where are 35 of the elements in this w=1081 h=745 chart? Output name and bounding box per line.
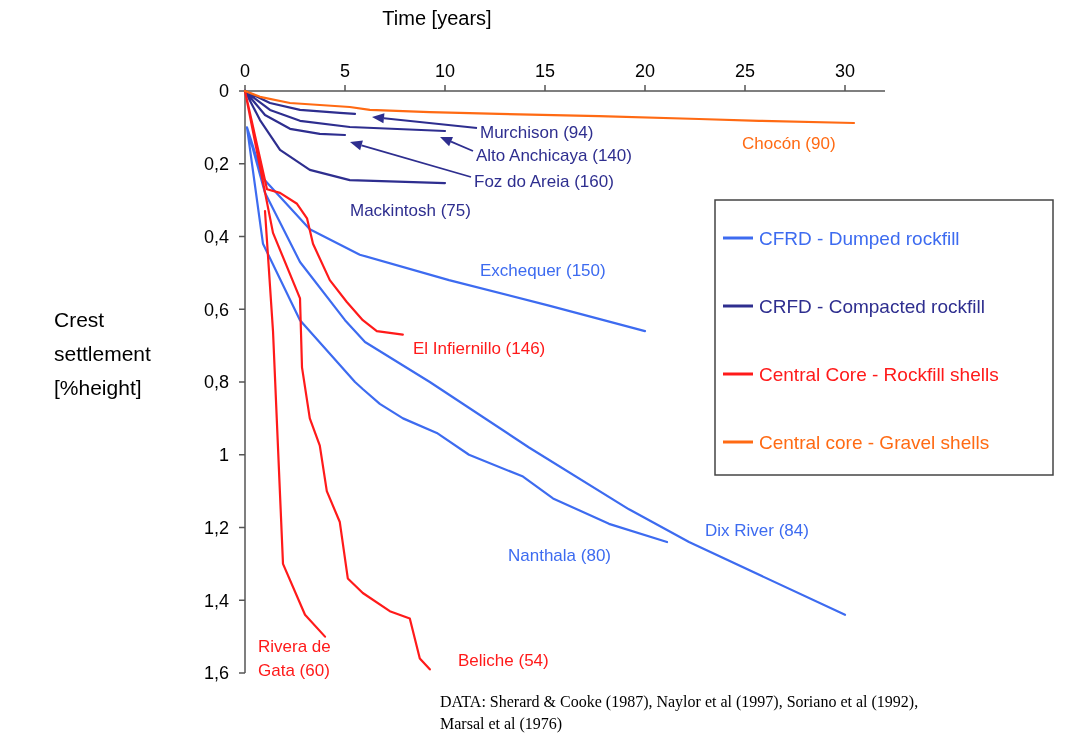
x-tick-label: 5 bbox=[339, 61, 351, 81]
y-tick-label: 0,6 bbox=[203, 299, 229, 320]
annotation: Dix River (84) bbox=[705, 520, 809, 540]
legend-label: CRFD - Compacted rockfill bbox=[759, 295, 985, 317]
y-tick-label: 0 bbox=[218, 81, 229, 102]
x-tick-label: 20 bbox=[634, 61, 656, 81]
x-axis-title: Time [years] bbox=[382, 7, 492, 29]
y-tick-label: 0,2 bbox=[203, 154, 229, 175]
legend-label: Central Core - Rockfill shells bbox=[759, 363, 999, 385]
y-tick-label: 0,8 bbox=[203, 372, 229, 393]
annotation: Exchequer (150) bbox=[480, 260, 606, 280]
legend-label: Central core - Gravel shells bbox=[759, 431, 990, 453]
annotation: Chocón (90) bbox=[742, 133, 836, 153]
y-axis-title: Crest settlement [%height] bbox=[54, 308, 152, 399]
y-tick-label: 1,4 bbox=[203, 590, 229, 611]
x-tick-label: 25 bbox=[734, 61, 756, 81]
annotation: El Infiernillo (146) bbox=[413, 338, 546, 358]
annotation: Nanthala (80) bbox=[508, 545, 612, 565]
x-tick-label: 0 bbox=[239, 61, 251, 81]
annotation: Mackintosh (75) bbox=[350, 200, 471, 220]
annotation: Rivera de Gata (60) bbox=[258, 637, 331, 680]
annotation: Alto Anchicaya (140) bbox=[476, 145, 632, 165]
x-tick-label: 10 bbox=[434, 61, 456, 81]
text: DATA: Sherard & Cooke (1987), Naylor et al (1997), Soriano et al (1992), Marsal et al (1976) bbox=[440, 693, 919, 733]
y-tick-label: 1 bbox=[218, 445, 229, 466]
legend-label: CFRD - Dumped rockfill bbox=[759, 227, 960, 249]
x-tick-label: 30 bbox=[834, 61, 856, 81]
annotation: Beliche (54) bbox=[458, 650, 549, 670]
y-tick-label: 1,2 bbox=[203, 517, 229, 538]
x-tick-label: 15 bbox=[534, 61, 556, 81]
line-series bbox=[243, 89, 856, 125]
y-tick-label: 0,4 bbox=[203, 226, 229, 247]
annotation: Foz do Areia (160) bbox=[474, 171, 614, 191]
annotation: Murchison (94) bbox=[480, 122, 594, 142]
y-tick-label: 1,6 bbox=[203, 663, 229, 684]
